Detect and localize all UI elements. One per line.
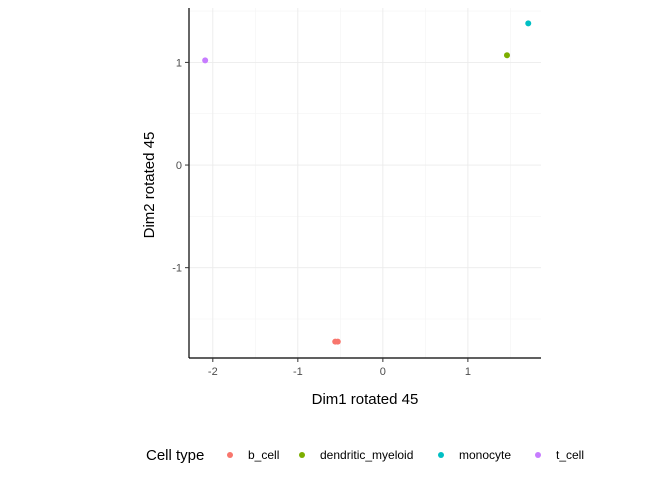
legend-swatch [438,452,444,458]
legend-title: Cell type [146,447,204,464]
legend: Cell type b_cell dendritic_myeloid monocyt… [146,447,584,464]
legend-item-dendritic-myeloid: dendritic_myeloid [299,448,413,462]
data-points [202,20,532,345]
legend-label: b_cell [248,448,279,462]
y-tick-label: 0 [176,160,182,172]
x-axis-title: Dim1 rotated 45 [312,391,419,408]
data-point-monocyte [525,20,532,27]
legend-item-b-cell: b_cell [227,448,279,462]
x-tick-label: -1 [293,366,303,378]
data-point-dendritic-myeloid [503,52,510,59]
legend-swatch [535,452,541,458]
data-point-b-cell [334,338,341,345]
axes [185,8,541,362]
tick-labels: -2 -1 0 1 -1 0 1 [172,57,471,378]
y-axis-title: Dim2 rotated 45 [141,132,158,239]
y-tick-label: 1 [176,57,182,69]
x-tick-label: -2 [208,366,218,378]
legend-swatch [227,452,233,458]
x-tick-label: 0 [380,366,386,378]
y-tick-label: -1 [172,263,182,275]
legend-item-t-cell: t_cell [535,448,584,462]
legend-label: monocyte [459,448,511,462]
legend-label: dendritic_myeloid [320,448,413,462]
legend-swatch [299,452,305,458]
data-point-t-cell [202,57,209,64]
grid [189,8,541,358]
legend-label: t_cell [556,448,584,462]
legend-item-monocyte: monocyte [438,448,511,462]
x-tick-label: 1 [465,366,471,378]
